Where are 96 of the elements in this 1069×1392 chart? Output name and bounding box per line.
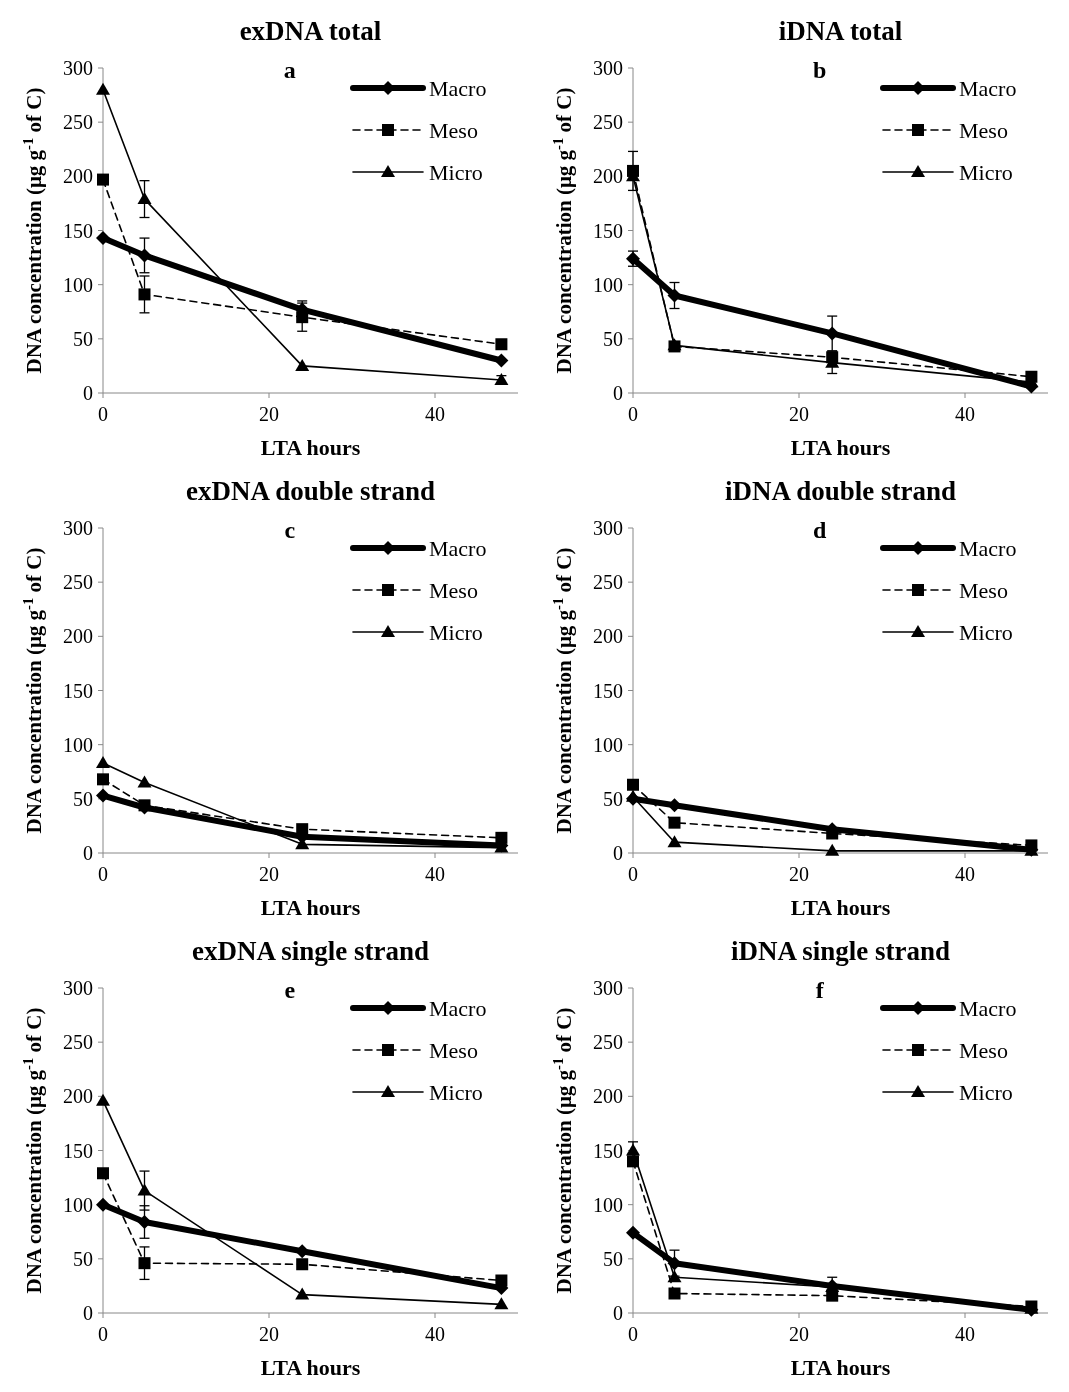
annotation: b <box>813 57 827 83</box>
y-tick-label: 50 <box>73 327 93 350</box>
legend-label: Micro <box>429 159 483 185</box>
y-tick-label: 150 <box>593 219 623 242</box>
x-tick-label: 20 <box>259 863 279 885</box>
annotation: c <box>284 517 296 543</box>
legend-label: Macro <box>959 75 1017 101</box>
y-tick-label: 0 <box>83 382 93 404</box>
y-tick-label: 0 <box>613 1302 623 1324</box>
y-tick-label: 100 <box>593 1193 623 1216</box>
legend-label: Micro <box>429 619 483 645</box>
chart-title: exDNA total <box>239 16 382 46</box>
x-tick-label: 40 <box>955 863 975 885</box>
y-tick-label: 50 <box>603 787 623 810</box>
x-tick-label: 0 <box>628 403 638 425</box>
y-tick-label: 100 <box>63 1193 93 1216</box>
legend-label: Micro <box>429 1079 483 1105</box>
x-tick-label: 0 <box>98 863 108 885</box>
y-tick-label: 150 <box>63 219 93 242</box>
annotation: a <box>283 57 296 83</box>
y-tick-label: 50 <box>73 1247 93 1270</box>
legend-label: Meso <box>959 577 1008 603</box>
y-tick-label: 200 <box>63 165 93 188</box>
y-tick-label: 150 <box>593 679 623 702</box>
y-tick-label: 250 <box>593 1031 623 1054</box>
x-tick-label: 20 <box>789 1323 809 1345</box>
y-tick-label: 50 <box>603 1247 623 1270</box>
annotation: e <box>284 977 296 1003</box>
y-tick-label: 200 <box>63 625 93 648</box>
chart-title: exDNA single strand <box>191 936 430 966</box>
x-tick-label: 40 <box>425 403 445 425</box>
y-tick-label: 250 <box>593 571 623 594</box>
legend-label: Meso <box>429 1037 478 1063</box>
y-tick-label: 300 <box>63 517 93 539</box>
y-tick-label: 200 <box>63 1085 93 1108</box>
x-tick-label: 20 <box>789 403 809 425</box>
y-tick-label: 100 <box>593 273 623 296</box>
y-tick-label: 200 <box>593 165 623 188</box>
x-axis-title: LTA hours <box>790 1355 891 1380</box>
chart-title: iDNA double strand <box>724 476 957 506</box>
x-axis-title: LTA hours <box>790 895 891 920</box>
legend-label: Meso <box>429 117 478 143</box>
legend-label: Macro <box>959 535 1017 561</box>
y-tick-label: 100 <box>63 273 93 296</box>
y-tick-label: 200 <box>593 1085 623 1108</box>
legend-label: Macro <box>959 995 1017 1021</box>
legend-label: Micro <box>959 1079 1013 1105</box>
legend-label: Micro <box>959 619 1013 645</box>
chart-title: exDNA double strand <box>185 476 436 506</box>
y-tick-label: 250 <box>63 1031 93 1054</box>
y-tick-label: 250 <box>593 111 623 134</box>
legend-label: Macro <box>429 995 487 1021</box>
x-axis-title: LTA hours <box>260 435 361 460</box>
y-tick-label: 100 <box>593 733 623 756</box>
legend-label: Meso <box>959 1037 1008 1063</box>
chart-title: iDNA single strand <box>730 936 951 966</box>
y-tick-label: 250 <box>63 571 93 594</box>
y-tick-label: 150 <box>593 1139 623 1162</box>
x-axis-title: LTA hours <box>260 1355 361 1380</box>
y-tick-label: 300 <box>593 977 623 999</box>
legend-label: Meso <box>429 577 478 603</box>
y-tick-label: 50 <box>603 327 623 350</box>
y-tick-label: 100 <box>63 733 93 756</box>
y-tick-label: 300 <box>593 517 623 539</box>
x-tick-label: 0 <box>628 863 638 885</box>
y-tick-label: 300 <box>63 977 93 999</box>
x-tick-label: 0 <box>98 403 108 425</box>
annotation: d <box>813 517 828 543</box>
x-tick-label: 0 <box>628 1323 638 1345</box>
x-tick-label: 40 <box>425 1323 445 1345</box>
x-axis-title: LTA hours <box>790 435 891 460</box>
y-tick-label: 250 <box>63 111 93 134</box>
x-tick-label: 40 <box>425 863 445 885</box>
x-tick-label: 0 <box>98 1323 108 1345</box>
legend-label: Macro <box>429 75 487 101</box>
y-tick-label: 0 <box>83 842 93 864</box>
x-tick-label: 40 <box>955 1323 975 1345</box>
x-tick-label: 20 <box>259 1323 279 1345</box>
chart-title: iDNA total <box>778 16 903 46</box>
legend-label: Meso <box>959 117 1008 143</box>
annotation: f <box>815 977 825 1003</box>
x-tick-label: 20 <box>259 403 279 425</box>
x-axis-title: LTA hours <box>260 895 361 920</box>
x-tick-label: 20 <box>789 863 809 885</box>
y-tick-label: 200 <box>593 625 623 648</box>
y-tick-label: 0 <box>613 382 623 404</box>
y-tick-label: 50 <box>73 787 93 810</box>
legend-label: Macro <box>429 535 487 561</box>
y-tick-label: 0 <box>83 1302 93 1324</box>
y-tick-label: 300 <box>593 57 623 79</box>
legend-label: Micro <box>959 159 1013 185</box>
y-tick-label: 0 <box>613 842 623 864</box>
y-tick-label: 150 <box>63 1139 93 1162</box>
y-tick-label: 150 <box>63 679 93 702</box>
x-tick-label: 40 <box>955 403 975 425</box>
y-tick-label: 300 <box>63 57 93 79</box>
